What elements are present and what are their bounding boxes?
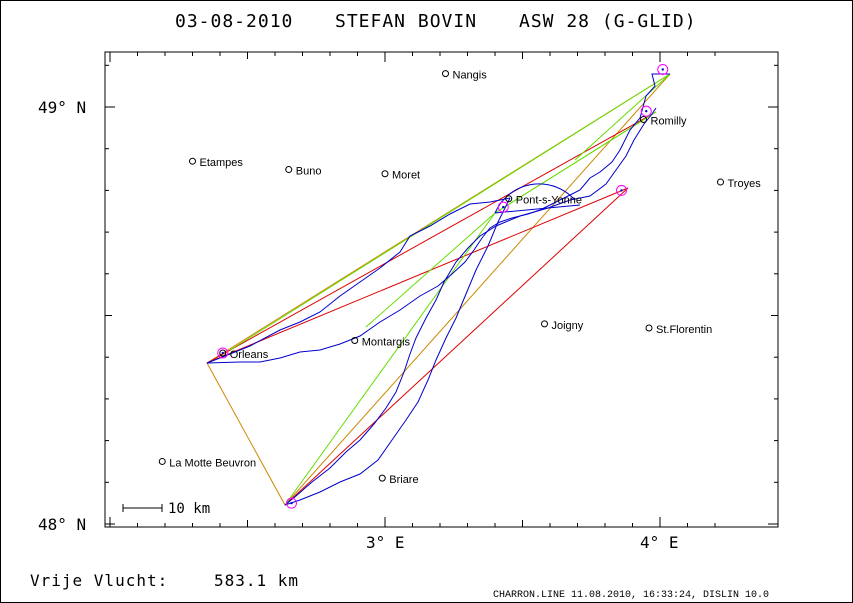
scale-bar: 10 km <box>122 501 210 517</box>
scale-bar-label: 10 km <box>168 501 210 517</box>
place-marker <box>158 457 166 465</box>
task-legs <box>206 73 671 506</box>
turnpoints-layer <box>217 63 669 509</box>
place-marker <box>189 157 196 165</box>
place-label: Orleans <box>230 349 269 361</box>
flight-track-outbound <box>206 73 670 364</box>
turnpoint-marker <box>640 105 652 117</box>
flight-track-return <box>284 107 657 506</box>
place-label: Montargis <box>362 337 411 349</box>
place-label: Buno <box>296 166 322 178</box>
place-label: Joigny <box>552 320 584 332</box>
place-marker <box>640 116 647 124</box>
turnpoint-center <box>290 501 293 505</box>
turnpoint-center <box>502 205 505 209</box>
turnpoint-center <box>661 68 664 71</box>
place-label: Briare <box>389 474 418 486</box>
place-marker <box>505 195 513 203</box>
place-label: Moret <box>392 170 420 182</box>
lat-label-48: 48° N <box>38 515 86 534</box>
place-marker <box>645 324 653 332</box>
glider-id: ASW 28 (G-GLID) <box>519 11 697 32</box>
turnpoint-center <box>221 351 224 355</box>
flight-date: 03-08-2010 <box>175 11 293 32</box>
turnpoint-marker <box>616 184 627 196</box>
axis-ticks <box>105 52 778 527</box>
task-leg-red-2 <box>284 187 629 506</box>
turnpoint-marker <box>497 201 509 213</box>
turnpoint-marker <box>657 63 669 75</box>
sector-line <box>494 204 581 214</box>
task-leg-orange <box>206 73 671 506</box>
distance-label: Vrije Vlucht: <box>30 571 168 590</box>
place-label: Troyes <box>728 178 762 190</box>
pilot-name: STEFAN BOVIN <box>335 11 477 32</box>
place-label: Etampes <box>200 157 244 169</box>
task-leg-green-4 <box>574 73 671 161</box>
turnpoint-marker <box>217 347 229 359</box>
place-label: Pont-s-Yonne <box>516 195 582 207</box>
turnpoint-center <box>645 109 648 113</box>
place-marker <box>351 337 359 345</box>
plot-area <box>104 51 779 528</box>
place-marker <box>378 474 386 482</box>
place-marker <box>541 320 548 328</box>
turnpoint-marker <box>286 497 297 509</box>
lon-label-3: 3° E <box>366 533 405 552</box>
place-marker <box>442 70 449 78</box>
lat-label-49: 49° N <box>38 98 86 117</box>
place-label: La Motte Beuvron <box>169 457 256 469</box>
credit-line: CHARRON.LINE 11.08.2010, 16:33:24, DISLI… <box>493 590 769 601</box>
task-leg-green-1 <box>229 73 671 351</box>
place-marker <box>285 166 293 174</box>
lon-label-4: 4° E <box>640 533 679 552</box>
turnpoint-center <box>620 189 623 192</box>
places-layer: Nangis Romilly Etampes Buno Moret Troyes Pont-… <box>158 70 762 486</box>
place-marker <box>381 170 389 178</box>
place-marker <box>219 349 227 357</box>
task-leg-green-3 <box>284 111 657 506</box>
place-label: Nangis <box>453 70 488 82</box>
task-leg-red-1 <box>206 111 657 364</box>
place-label: St.Florentin <box>656 324 712 336</box>
distance-value: 583.1 km <box>214 571 299 590</box>
task-leg-red-3 <box>206 187 629 364</box>
place-marker <box>717 178 724 186</box>
place-label: Romilly <box>651 116 688 128</box>
